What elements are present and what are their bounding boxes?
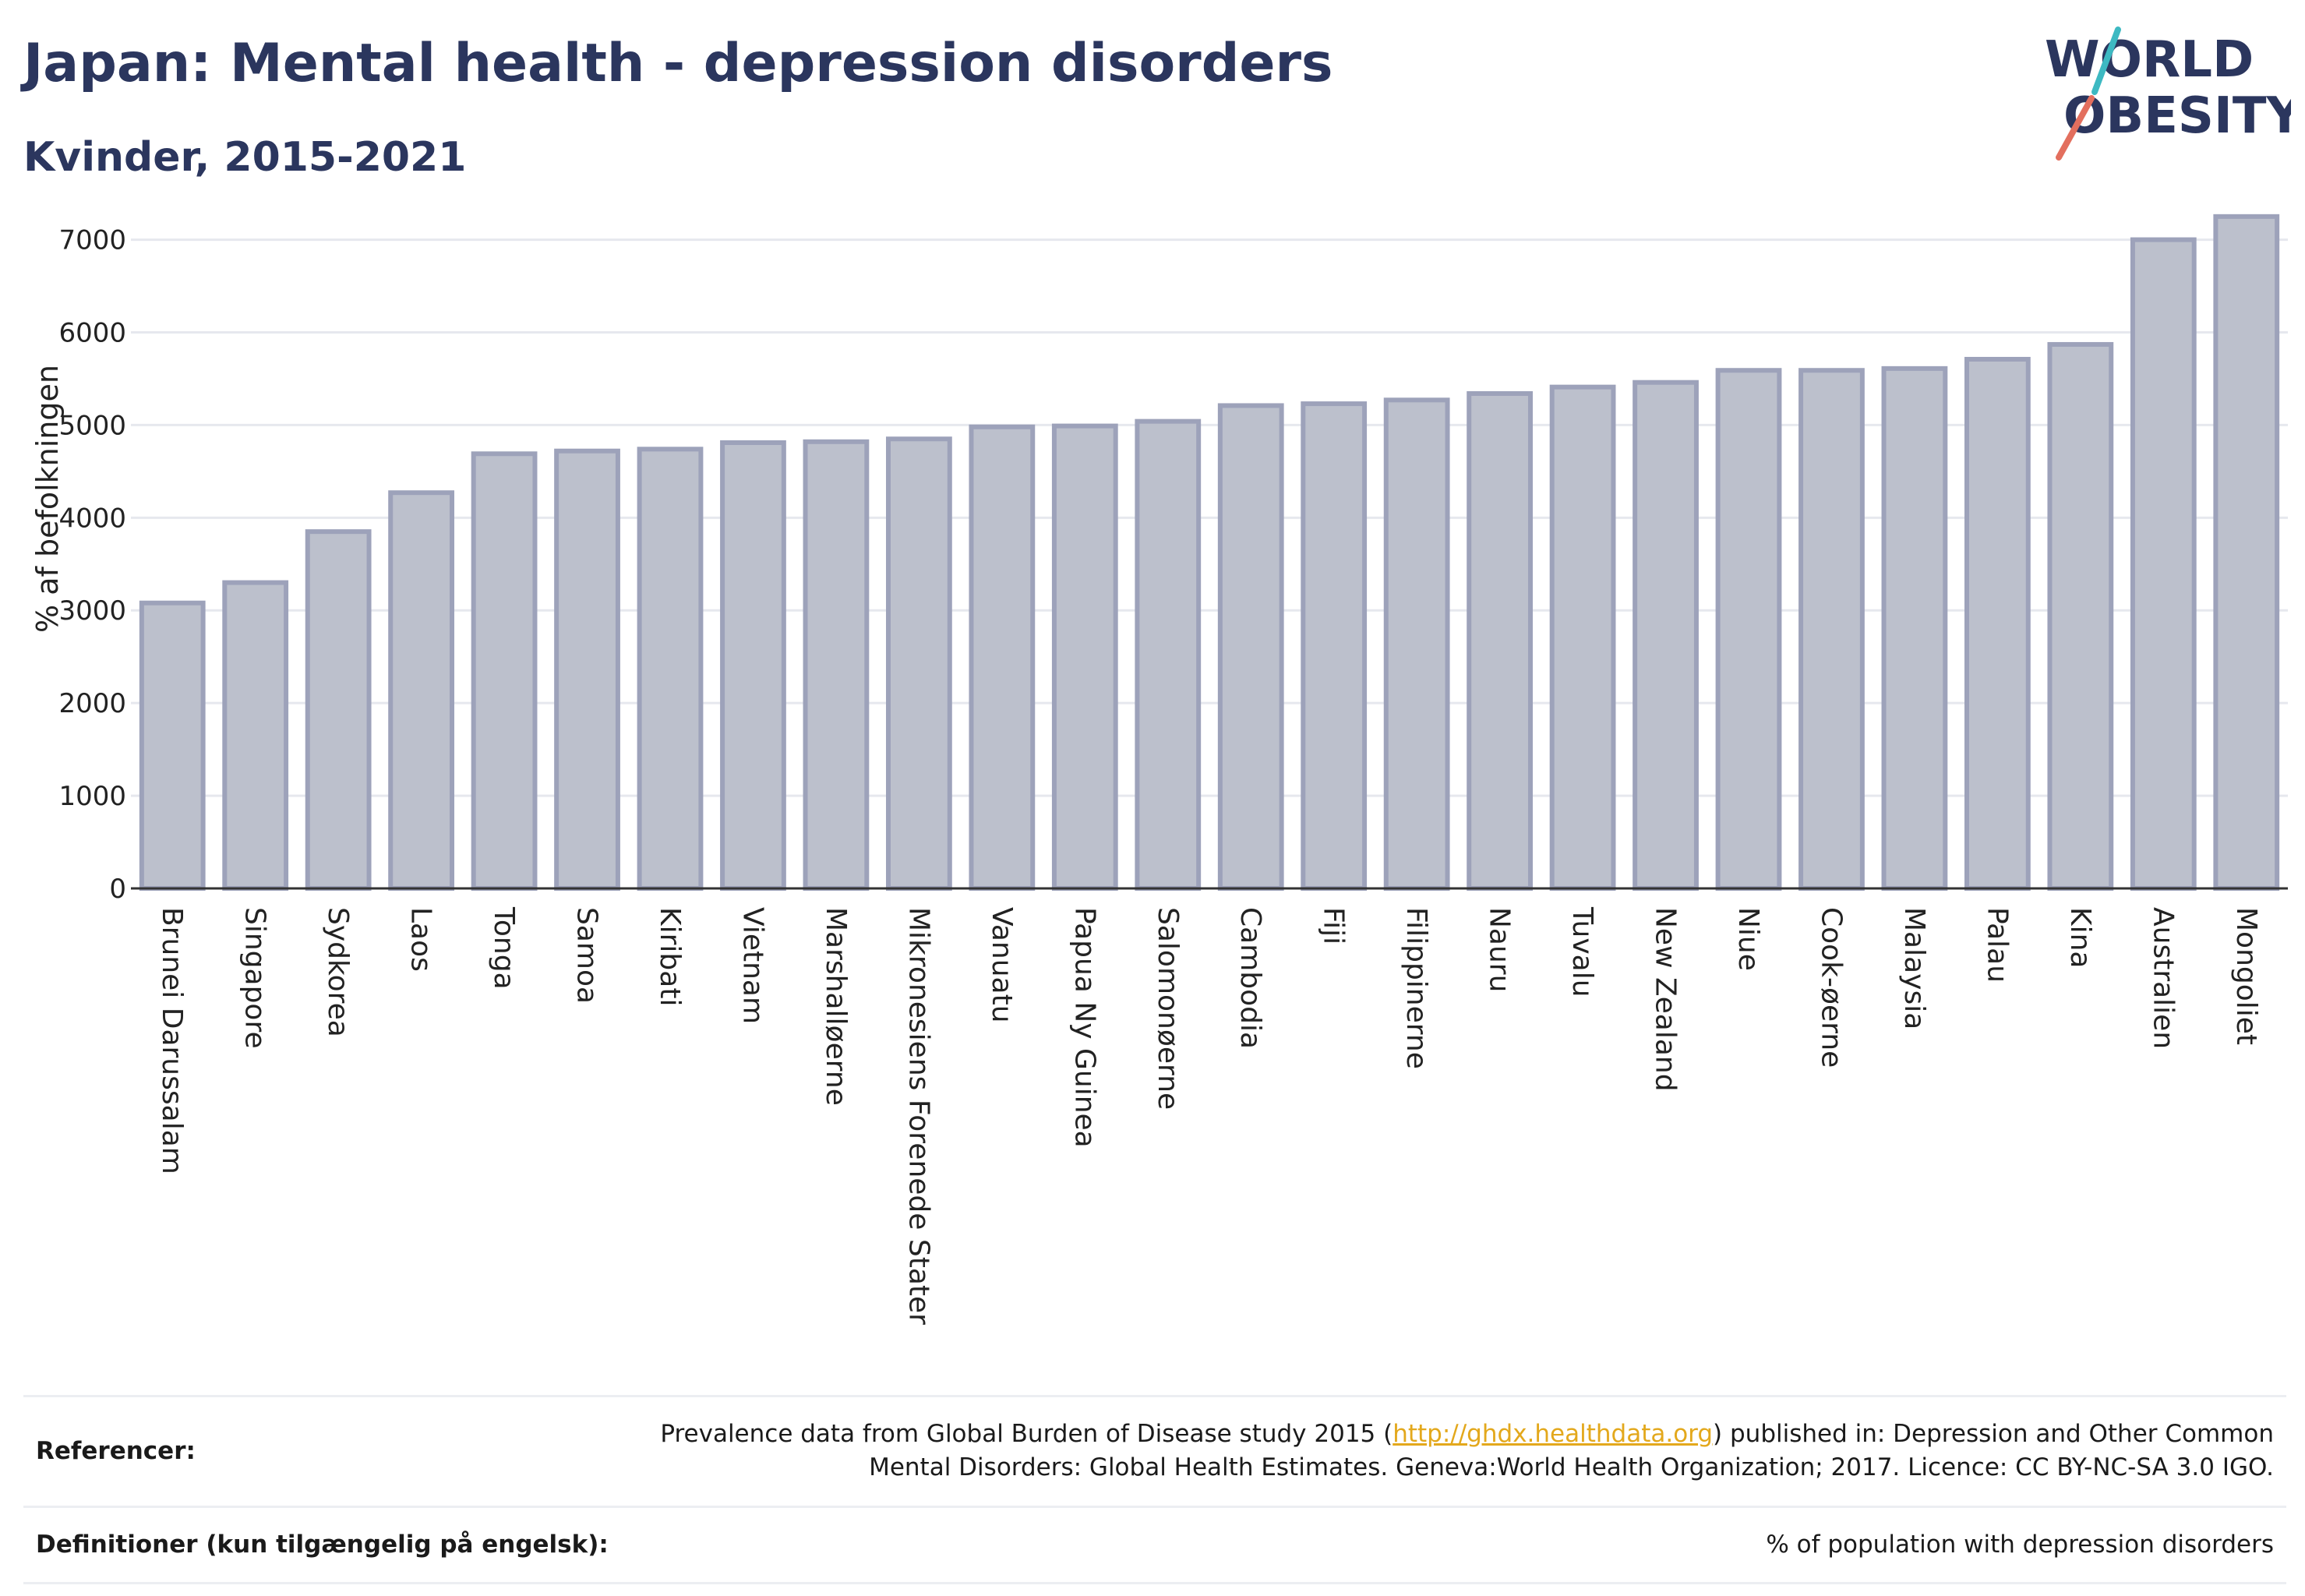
y-tick-label: 2000 (58, 688, 126, 719)
x-tick-label: Samoa (571, 907, 603, 1004)
bar (720, 440, 786, 891)
bar (969, 424, 1036, 891)
bar (139, 600, 206, 891)
logo-slash-red (2056, 95, 2095, 161)
bar (471, 451, 538, 891)
x-tick-label: Tuvalu (1566, 906, 1598, 998)
y-tick-label: 0 (109, 874, 126, 905)
bar (1467, 390, 1534, 891)
bar (1881, 365, 1948, 891)
bar (1633, 380, 1699, 891)
x-tick-label: Niue (1732, 907, 1764, 971)
bar (1964, 356, 2031, 891)
y-tick-label: 1000 (58, 781, 126, 812)
bar (1301, 401, 1368, 891)
bar (803, 439, 870, 891)
y-axis-label: % af befolkningen (30, 365, 65, 633)
x-tick-label: Marshalløerne (820, 907, 852, 1106)
bar (1549, 384, 1616, 892)
bar (388, 490, 455, 891)
x-tick-label: Vietnam (736, 907, 768, 1024)
world-obesity-logo: WORLD OBESITY (2045, 26, 2291, 161)
bar (554, 448, 620, 891)
bar (2213, 214, 2280, 891)
x-tick-label: Filippinerne (1400, 907, 1432, 1069)
x-tick-label: Sydkorea (322, 907, 354, 1037)
bar (2130, 237, 2197, 891)
x-tick-label: Laos (405, 907, 437, 972)
bar (1383, 397, 1450, 891)
x-tick-label: Salomonøerne (1152, 907, 1184, 1110)
x-tick-label: Papua Ny Guinea (1068, 907, 1100, 1148)
references-text: Prevalence data from Global Burden of Di… (598, 1418, 2274, 1485)
chart-subtitle: Kvinder, 2015-2021 (23, 134, 467, 181)
x-tick-label: Kina (2064, 907, 2096, 969)
x-tick-label: Fiji (1318, 907, 1350, 945)
x-tick-label: Palau (1981, 907, 2013, 983)
logo-line2: OBESITY (2063, 87, 2291, 145)
references-label: Referencer: (36, 1437, 196, 1466)
definitions-label: Definitioner (kun tilgængelig på engelsk… (36, 1531, 609, 1559)
x-tick-label: Cook-øerne (1815, 907, 1847, 1068)
bar (1715, 368, 1782, 892)
y-tick-label: 3000 (58, 595, 126, 627)
bar (885, 436, 952, 891)
references-post: ) published in: Depression and Other Com… (869, 1420, 2274, 1482)
bar (1135, 418, 1202, 891)
footer: Referencer: Prevalence data from Global … (23, 1395, 2286, 1585)
x-tick-label: Cambodia (1234, 907, 1266, 1049)
definitions-text: % of population with depression disorder… (1766, 1530, 2274, 1559)
y-tick-label: 6000 (58, 317, 126, 348)
definitions-row: Definitioner (kun tilgængelig på engelsk… (23, 1505, 2286, 1585)
chart-title: Japan: Mental health - depression disord… (23, 33, 1333, 94)
x-tick-label: Tonga (488, 906, 520, 990)
bar (222, 580, 289, 891)
y-tick-label: 7000 (58, 225, 126, 256)
x-tick-label: New Zealand (1650, 907, 1682, 1092)
bar (1217, 403, 1284, 891)
bar (1051, 423, 1118, 891)
x-tick-label: Australien (2147, 907, 2179, 1049)
bar (305, 529, 372, 891)
x-tick-label: Mikronesiens Forenede Stater (902, 907, 934, 1325)
references-link[interactable]: http://ghdx.healthdata.org (1393, 1420, 1714, 1448)
bar-chart: 0 1000 2000 3000 4000 5000 6000 7000 % af befolk… (30, 214, 2288, 1325)
bar (2047, 341, 2114, 892)
y-tick-label: 4000 (58, 503, 126, 534)
references-row: Referencer: Prevalence data from Global … (23, 1395, 2286, 1506)
bar (1798, 368, 1865, 892)
x-tick-label: Kiribati (654, 907, 686, 1006)
y-tick-label: 5000 (58, 410, 126, 441)
bar (637, 447, 704, 891)
logo-slash-teal (2091, 26, 2121, 95)
references-pre: Prevalence data from Global Burden of Di… (660, 1420, 1393, 1448)
x-tick-label: Brunei Darussalam (156, 907, 188, 1174)
logo-line1: WORLD (2045, 31, 2254, 89)
x-tick-label: Malaysia (1898, 907, 1930, 1029)
x-tick-label: Mongoliet (2230, 907, 2262, 1045)
x-tick-label: Nauru (1484, 907, 1516, 992)
x-tick-label: Singapore (239, 907, 271, 1049)
x-tick-label: Vanuatu (986, 907, 1018, 1023)
